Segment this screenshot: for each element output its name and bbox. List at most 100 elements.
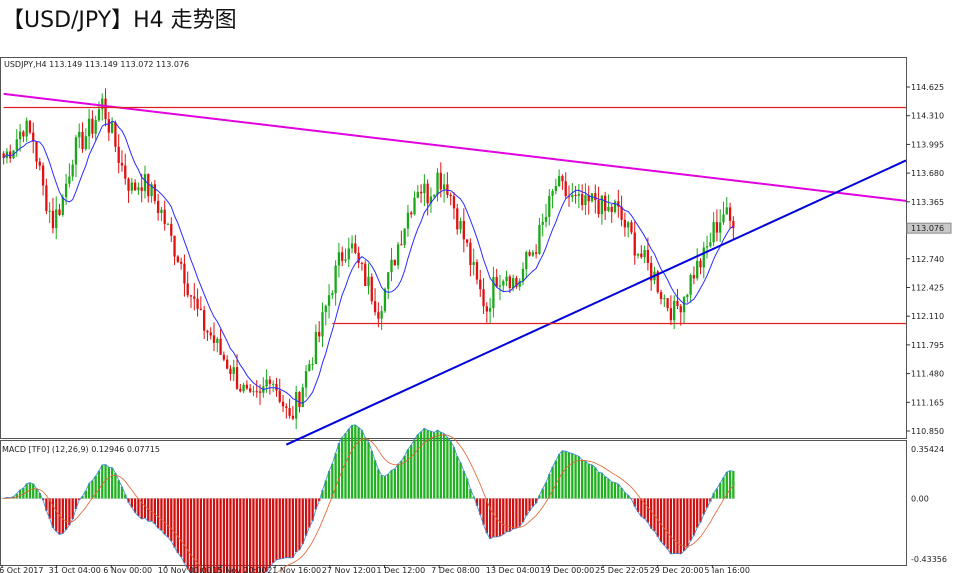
candle-body (636, 253, 640, 256)
macd-histogram-bar (564, 451, 567, 499)
candle-body (78, 131, 81, 138)
candle-body (380, 311, 383, 319)
candle-body (196, 298, 199, 309)
macd-histogram-bar (541, 488, 544, 499)
macd-histogram-bar (311, 498, 314, 521)
candle-body (71, 164, 74, 177)
candle-body (534, 252, 538, 254)
candle-body (479, 279, 482, 290)
macd-histogram-bar (590, 464, 594, 499)
candle-body (18, 131, 22, 140)
candle-body (383, 288, 387, 312)
candle-body (258, 391, 262, 393)
candle-body (584, 195, 587, 206)
candle-body (564, 181, 567, 197)
candle-body (304, 371, 308, 388)
candle-body (295, 392, 298, 419)
candle-body (298, 392, 301, 408)
macd-histogram-bar (377, 469, 380, 499)
macd-histogram-bar (110, 467, 114, 499)
candle-body (45, 185, 48, 211)
candle-body (133, 182, 137, 191)
macd-histogram-bar (18, 489, 22, 499)
candle-body (505, 276, 508, 282)
candle-body (130, 182, 133, 191)
macd-histogram-bar (87, 483, 91, 499)
candle-body (150, 184, 153, 197)
macd-histogram-bar (403, 455, 406, 499)
candle-body (482, 289, 485, 307)
candle-body (728, 207, 732, 221)
macd-histogram-bar (633, 498, 636, 507)
candle-body (173, 235, 176, 257)
candle-body (163, 209, 166, 224)
macd-histogram-bar (295, 498, 298, 553)
macd-histogram-bar (423, 428, 426, 499)
macd-plot-layer (1, 424, 735, 573)
price-y-tick-label: 111.165 (911, 398, 944, 407)
macd-histogram-bar (196, 498, 199, 573)
macd-histogram-bar (502, 498, 505, 535)
candle-body (360, 262, 364, 264)
candle-body (682, 297, 686, 313)
macd-histogram-bar (370, 450, 373, 499)
candle-body (387, 272, 390, 289)
candle-body (370, 276, 373, 302)
candle-body (84, 136, 87, 150)
x-tick-label: 10 Nov 00:00 (158, 566, 212, 573)
macd-histogram-bar (544, 482, 548, 499)
macd-histogram-bar (429, 431, 433, 499)
macd-histogram-bar (166, 498, 170, 538)
macd-histogram-bar (153, 498, 156, 525)
macd-histogram-bar (610, 481, 613, 499)
macd-histogram-bar (479, 498, 482, 515)
candle-body (577, 194, 581, 196)
macd-histogram-bar (170, 498, 173, 542)
macd-histogram-bar (209, 498, 212, 573)
macd-histogram-bar (64, 498, 68, 530)
macd-histogram-bar (548, 474, 551, 499)
macd-histogram-bar (81, 496, 84, 499)
price-panel-frame (0, 57, 907, 439)
candle-body (452, 196, 456, 209)
candle-body (140, 187, 143, 192)
macd-histogram-bar (150, 498, 153, 522)
candle-body (459, 220, 462, 230)
macd-histogram-bar (393, 468, 396, 499)
macd-histogram-bar (314, 498, 318, 510)
price-y-tick-label: 111.480 (911, 370, 944, 379)
macd-histogram-bar (511, 498, 515, 529)
candle-body (475, 262, 479, 280)
macd-histogram-bar (331, 463, 334, 499)
macd-histogram-bar (130, 498, 133, 508)
macd-histogram-bar (646, 498, 650, 523)
candle-body (308, 364, 311, 372)
current-price-label: 113.076 (911, 224, 944, 233)
candle-body (268, 379, 272, 384)
macd-histogram-bar (613, 482, 617, 499)
macd-histogram-bar (682, 498, 686, 551)
macd-histogram-bar (689, 498, 692, 541)
candle-body (456, 208, 459, 230)
candle-body (462, 220, 465, 240)
macd-histogram-bar (436, 430, 439, 499)
macd-histogram-bar (219, 498, 222, 573)
macd-histogram-bar (140, 498, 143, 520)
candle-body (551, 191, 554, 196)
candle-body (331, 293, 334, 296)
candle-body (656, 271, 659, 293)
x-tick-label: 26 Oct 2017 (0, 566, 43, 573)
macd-histogram-bar (719, 482, 722, 499)
macd-histogram-bar (357, 427, 360, 499)
macd-histogram-bar (561, 450, 564, 499)
candle-body (321, 312, 324, 337)
macd-histogram-bar (396, 464, 400, 499)
macd-histogram-bar (212, 498, 216, 573)
blue-uptrend-line (285, 159, 907, 446)
candle-body (255, 391, 258, 393)
macd-histogram-bar (249, 498, 252, 573)
candle-body (646, 249, 650, 263)
candle-body (68, 176, 71, 184)
macd-histogram-bar (268, 498, 272, 568)
